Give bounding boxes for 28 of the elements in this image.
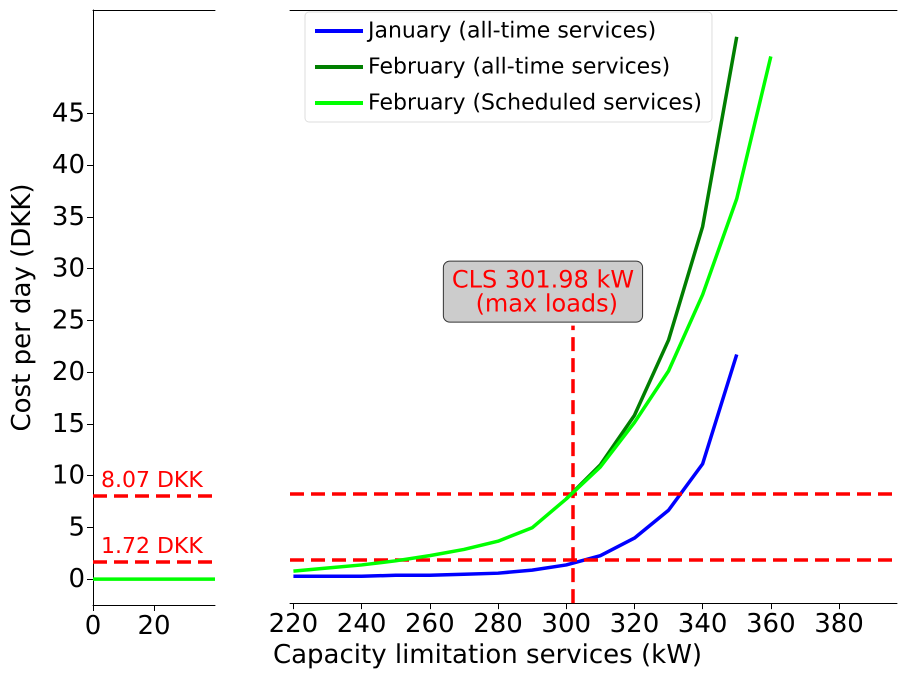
annotation: CLS 301.98 kW (max loads) bbox=[452, 266, 634, 318]
y-tick-label: 40 bbox=[52, 150, 85, 180]
x-tick-label: 360 bbox=[746, 609, 796, 640]
x-tick-label: 20 bbox=[137, 611, 171, 641]
y-tick-label: 45 bbox=[52, 98, 85, 128]
y-tick-label: 35 bbox=[52, 202, 85, 232]
x-tick-label: 260 bbox=[404, 609, 455, 640]
legend-label: January (all-time services) bbox=[366, 18, 656, 44]
y-tick-label: 15 bbox=[52, 408, 85, 439]
legend-label: February (Scheduled services) bbox=[368, 90, 702, 116]
x-tick-label: 340 bbox=[678, 609, 728, 640]
x-tick-label: 320 bbox=[610, 609, 660, 640]
ref-line-label: 8.07 DKK bbox=[101, 468, 204, 494]
x-axis-title: Capacity limitation services (kW) bbox=[272, 640, 702, 670]
x-tick-label: 280 bbox=[473, 609, 523, 640]
x-tick-label: 380 bbox=[814, 609, 864, 640]
y-tick-label: 20 bbox=[52, 357, 85, 388]
x-tick-label: 240 bbox=[336, 609, 386, 640]
x-tick-label: 300 bbox=[541, 609, 592, 640]
x-tick-label: 220 bbox=[268, 609, 318, 640]
y-tick-label: 0 bbox=[68, 564, 85, 594]
y-tick-label: 10 bbox=[52, 460, 85, 491]
y-tick-label: 30 bbox=[52, 254, 85, 284]
y-axis-title: Cost per day (DKK) bbox=[7, 183, 37, 432]
y-tick-label: 25 bbox=[52, 305, 85, 336]
y-tick-label: 5 bbox=[68, 512, 85, 542]
legend-label: February (all-time services) bbox=[368, 54, 670, 80]
ref-line-label: 1.72 DKK bbox=[101, 534, 204, 559]
